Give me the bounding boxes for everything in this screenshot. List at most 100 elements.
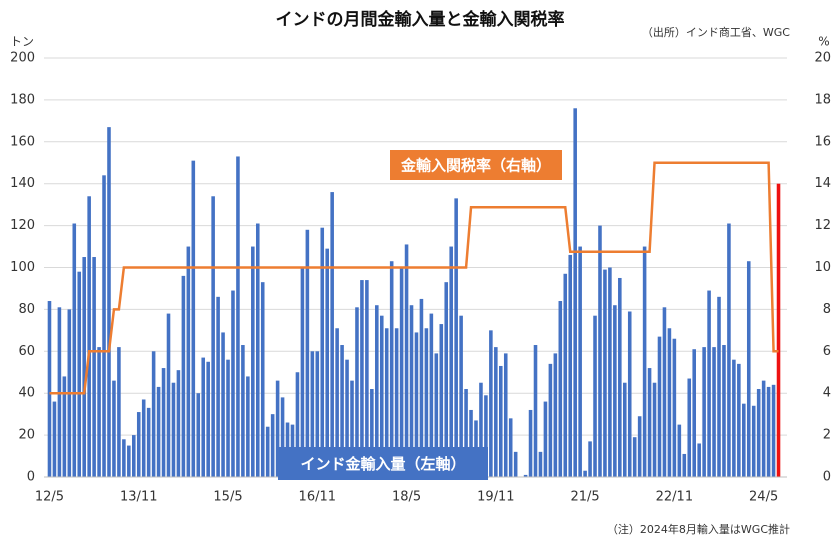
bar — [732, 359, 736, 477]
bar — [657, 336, 662, 477]
bar — [682, 453, 687, 477]
bar — [335, 328, 339, 477]
y-tick-label: 20 — [18, 428, 35, 443]
y2-unit: % — [818, 35, 829, 49]
bar — [494, 347, 498, 477]
bar — [320, 227, 325, 477]
bar — [355, 307, 359, 477]
bar — [677, 424, 682, 477]
x-tick-label: 22/11 — [656, 490, 693, 505]
bar — [632, 437, 637, 477]
bar — [647, 368, 652, 477]
bar — [727, 223, 731, 477]
bar — [618, 277, 622, 477]
y-tick-label: 40 — [18, 386, 35, 401]
bar — [196, 393, 201, 477]
bar — [72, 223, 77, 477]
bar — [360, 280, 364, 477]
bar — [454, 198, 458, 478]
bar — [251, 246, 255, 477]
bar — [533, 345, 538, 477]
bar — [47, 301, 52, 477]
bar — [717, 296, 721, 477]
bar — [325, 248, 329, 477]
y2-tick-label: 6 — [823, 344, 831, 359]
y2-tick-label: 18 — [814, 92, 831, 107]
bar — [300, 267, 305, 477]
bar — [315, 351, 320, 477]
bar — [613, 305, 617, 477]
bar — [464, 389, 468, 477]
y2-tick-label: 4 — [823, 386, 831, 401]
bar — [712, 347, 716, 477]
bar — [399, 267, 404, 477]
legend-label: 金輸入関税率（右軸） — [400, 157, 551, 175]
bar — [603, 269, 607, 477]
bar — [419, 298, 424, 477]
bar — [384, 328, 389, 477]
bar — [181, 275, 186, 477]
bar — [742, 403, 746, 477]
bar — [627, 311, 632, 477]
bar — [141, 399, 146, 477]
bar — [409, 305, 414, 477]
bar — [156, 386, 161, 477]
y2-tick-label: 10 — [814, 260, 831, 275]
bar — [672, 338, 677, 477]
bar — [608, 267, 612, 477]
legend-box — [390, 150, 562, 180]
note: （注）2024年8月輸入量はWGC推計 — [607, 522, 790, 536]
bar — [662, 307, 667, 477]
bar — [737, 363, 741, 477]
bar — [543, 401, 548, 477]
bar — [52, 401, 57, 477]
bar — [345, 359, 349, 477]
bar — [330, 192, 334, 477]
bar — [379, 315, 384, 477]
bar — [692, 349, 696, 477]
bar — [107, 127, 111, 477]
bar — [216, 296, 220, 477]
bar — [151, 351, 156, 477]
bar — [340, 345, 344, 477]
bar — [568, 254, 573, 477]
bar — [404, 244, 409, 477]
x-tick-label: 19/11 — [477, 490, 514, 505]
bar — [702, 347, 706, 477]
bar — [751, 405, 756, 477]
bar — [201, 357, 206, 477]
bar — [260, 282, 265, 477]
bar — [275, 380, 280, 477]
bar — [389, 261, 394, 477]
bar — [186, 246, 191, 477]
bar — [761, 380, 766, 477]
chart-title: インドの月間金輸入量と金輸入関税率 — [276, 9, 565, 30]
bar — [221, 332, 225, 477]
bar — [146, 407, 151, 477]
bar — [528, 409, 533, 477]
bar — [503, 353, 508, 477]
bar — [206, 361, 210, 477]
bar — [513, 451, 518, 477]
bar — [697, 443, 701, 477]
x-tick-label: 18/5 — [392, 490, 421, 505]
bar — [573, 108, 577, 477]
bar — [127, 445, 131, 477]
bar — [479, 382, 483, 477]
x-tick-label: 16/11 — [299, 490, 336, 505]
y2-tick-label: 0 — [823, 470, 831, 485]
bar — [191, 160, 196, 477]
bar — [97, 347, 101, 477]
bar — [548, 363, 553, 477]
bar — [226, 359, 230, 477]
bar — [707, 290, 711, 477]
bar — [776, 183, 781, 477]
bar — [667, 328, 672, 477]
bar — [171, 382, 176, 477]
bar — [122, 439, 126, 477]
bar — [62, 376, 67, 477]
y-unit: トン — [10, 35, 34, 49]
bar — [538, 451, 543, 477]
